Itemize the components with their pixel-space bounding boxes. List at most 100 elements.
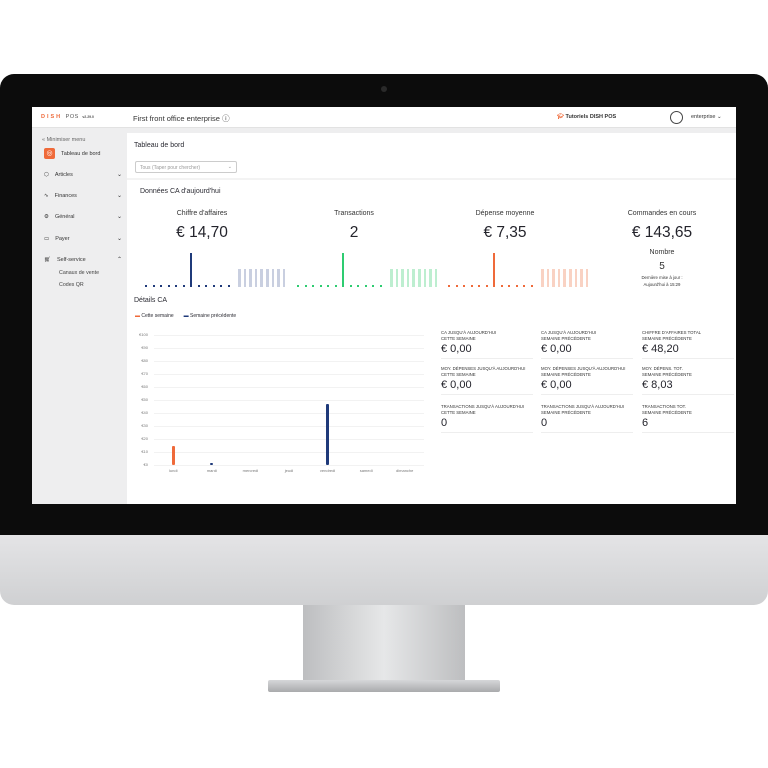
sparkline-bar [395, 269, 399, 287]
logo-suffix: POS [65, 114, 79, 120]
sidebar-item-finances[interactable]: ∿ Finances ⌄ [44, 192, 122, 200]
sparkline-dot [197, 285, 200, 287]
stat-sublabel: Semaine précédente [541, 410, 591, 415]
tutorials-link[interactable]: 🎓︎ Tutoriels DISH POS [557, 114, 616, 120]
app-title: First front office enterprise ⓘ [133, 113, 230, 124]
stat-card: Moy. dépenses jusqu'à aujourd'hui Semain… [541, 366, 633, 395]
filter-placeholder: Tous (Taper pour chercher) [140, 165, 201, 171]
sparkline-dot [145, 285, 147, 287]
stat-value: € 0,00 [441, 379, 472, 391]
y-tick-label: €40 [141, 410, 148, 415]
sparkline-bar [406, 269, 410, 287]
kpi-title: Transactions [334, 210, 374, 217]
logo[interactable]: DISH POS v2.29.0 [41, 114, 94, 120]
sparkline-dot [205, 285, 207, 287]
sparkline-bar [249, 269, 252, 287]
sidebar-subitem-sales-channels[interactable]: Canaux de vente [59, 270, 100, 276]
chevron-down-icon: ⌄ [717, 114, 722, 120]
sparkline-peak-bar [190, 253, 192, 287]
legend-item-previous-week[interactable]: ▬ Semaine précédente [184, 313, 237, 319]
sparkline-dot [523, 285, 525, 287]
sidebar-item-label: Finances [54, 192, 77, 199]
stat-sublabel: Semaine précédente [642, 336, 692, 341]
sparkline-bar [260, 269, 263, 287]
chart-legend: ▬ Cette semaine ▬ Semaine précédente [135, 313, 236, 319]
sidebar-item-general[interactable]: ⚙ Général ⌄ [44, 213, 122, 221]
orders-count-label: Nombre [649, 249, 675, 256]
stat-card: Transactions jusqu'à aujourd'hui Semaine… [541, 404, 633, 433]
orders-value: € 143,65 [631, 224, 693, 241]
x-tick-label: samedi [359, 468, 373, 473]
bar-this-week[interactable] [171, 445, 175, 465]
page-title: Tableau de bord [134, 142, 185, 149]
sidebar-item-payer[interactable]: ▭ Payer ⌄ [44, 235, 122, 243]
section-title-details: Détails CA [134, 297, 168, 304]
chevron-down-icon: ⌄ [227, 164, 232, 170]
sparkline-peak-bar [342, 253, 344, 287]
legend-item-this-week[interactable]: ▬ Cette semaine [135, 313, 174, 319]
avatar[interactable] [670, 111, 683, 124]
stat-sublabel: Cette semaine [441, 410, 476, 415]
sparkline-dot [304, 285, 307, 287]
stat-label: Moy. dépenses jusqu'à aujourd'hui [441, 366, 526, 371]
stat-sublabel: Semaine précédente [642, 372, 692, 377]
stat-label: CA jusqu'à aujourd'hui [441, 330, 497, 335]
sparkline-dot [297, 285, 299, 287]
x-tick-label: mercredi [242, 468, 259, 473]
sparkline-bar [254, 269, 258, 287]
sparkline-dot [485, 285, 488, 287]
account-menu[interactable]: enterprise ⌄ [691, 114, 722, 120]
stat-value: € 0,00 [541, 343, 572, 355]
camera [381, 86, 387, 92]
sidebar-item-dashboard[interactable]: ◎ Tableau de bord [44, 148, 122, 159]
y-tick-label: €20 [141, 436, 148, 441]
sparkline-bar [585, 269, 589, 287]
legend-label: Cette semaine [141, 313, 174, 319]
sparkline-bar [552, 269, 555, 287]
chevron-down-icon: ⌄ [116, 193, 122, 199]
stat-label: CA jusqu'à aujourd'hui [541, 330, 597, 335]
sparkline-dot [455, 285, 458, 287]
bar-previous-week[interactable] [210, 463, 214, 465]
sparkline-bar [541, 269, 544, 287]
topbar: DISH POS v2.29.0 First front office ente… [32, 107, 736, 128]
sparkline-bar [418, 269, 421, 287]
kpi-value: € 14,70 [176, 224, 228, 241]
sidebar-item-articles[interactable]: ⬡ Articles ⌄ [44, 171, 122, 179]
sparkline-bar [277, 269, 280, 287]
gridline [154, 387, 424, 388]
sparkline-dot [470, 285, 473, 287]
stat-value: 6 [642, 417, 649, 429]
logo-text: DISH [41, 114, 63, 120]
sidebar-item-label: Payer [55, 235, 70, 242]
gridline [154, 413, 424, 414]
y-tick-label: €90 [141, 345, 148, 350]
bar-previous-week[interactable] [326, 404, 330, 465]
stat-card: Moy. dépens. tot. Semaine précédente € 8… [642, 366, 734, 395]
minimize-menu-button[interactable]: « Minimiser menu [42, 137, 86, 143]
stat-label: Moy. dépens. tot. [642, 366, 683, 371]
gridline [154, 452, 424, 453]
info-icon[interactable]: ⓘ [222, 114, 230, 123]
gridline [154, 374, 424, 375]
sidebar-item-label: Articles [54, 171, 73, 178]
filter-select[interactable]: Tous (Taper pour chercher) ⌄ [135, 161, 237, 173]
sparkline-dot [220, 285, 222, 287]
gridline [154, 426, 424, 427]
sidebar-subitem-qr-codes[interactable]: Codes QR [59, 282, 84, 288]
y-tick-label: €80 [141, 358, 148, 363]
screen: DISH POS v2.29.0 First front office ente… [32, 107, 736, 504]
sparkline-bar [569, 269, 572, 287]
stat-label: Moy. dépenses jusqu'à aujourd'hui [541, 366, 626, 371]
stat-card: Transactions tot. Semaine précédente 6 [642, 404, 734, 433]
sparkline-dot [167, 285, 170, 287]
sparkline-bar [580, 269, 583, 287]
dashboard-icon: ◎ [44, 148, 55, 159]
kpi-title: Chiffre d'affaires [176, 210, 228, 217]
sidebar-item-self-service[interactable]: 🛒︎ Self-service ⌃ [44, 256, 122, 264]
sparkline-dot [327, 285, 329, 287]
chevron-down-icon: ⌄ [116, 214, 122, 220]
legend-swatch: ▬ [135, 313, 140, 319]
section-title-today: Données CA d'aujourd'hui [140, 188, 221, 195]
sparkline-dot [372, 285, 374, 287]
